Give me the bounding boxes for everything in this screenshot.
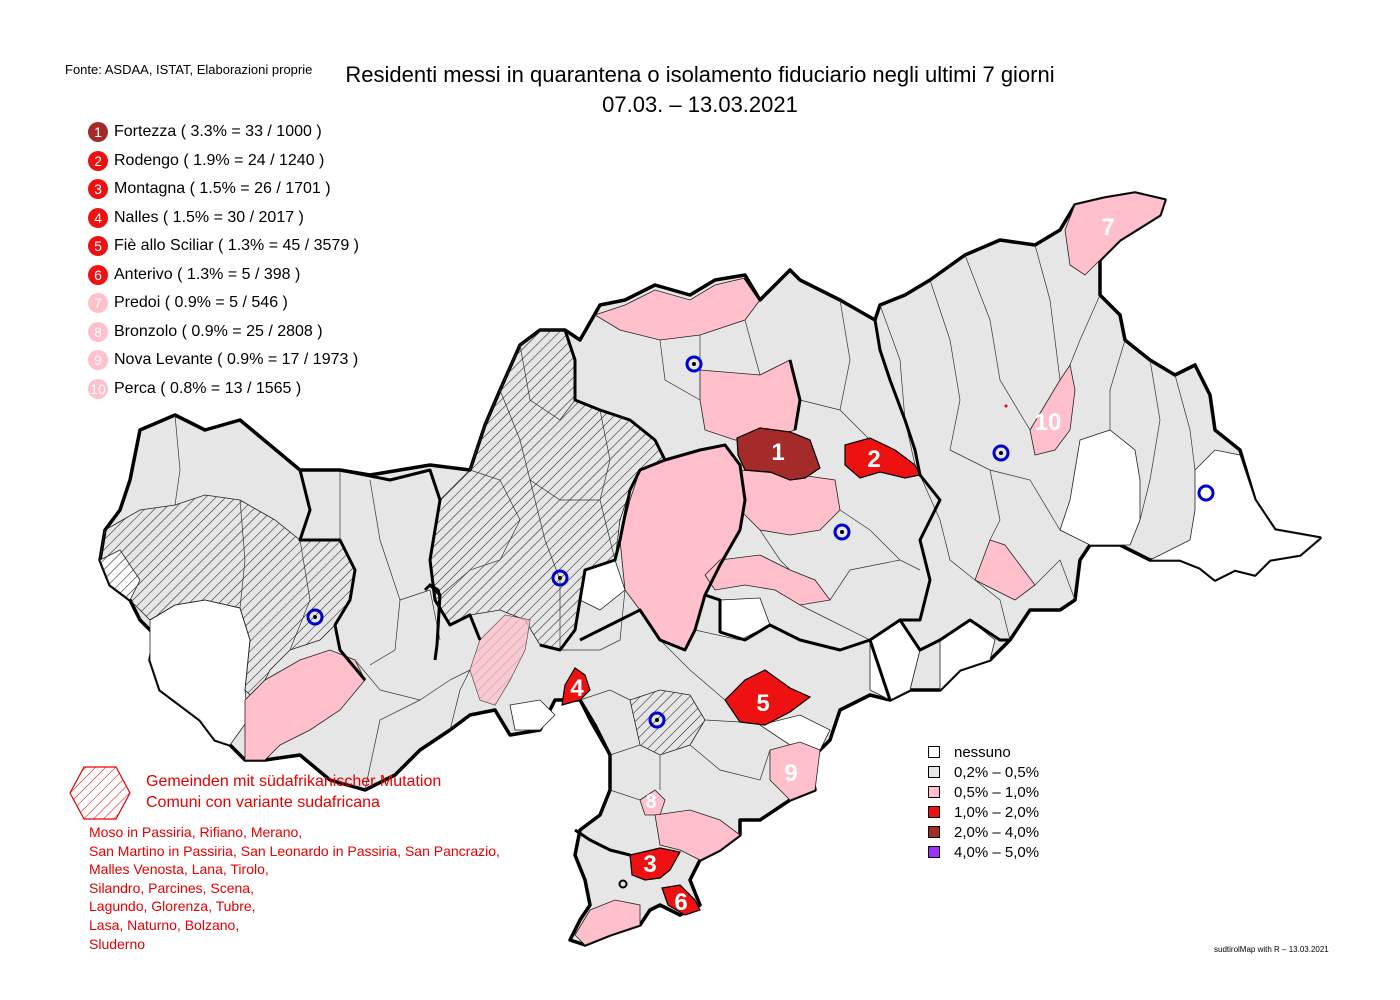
town-marker-icon	[618, 879, 628, 889]
variant-municipality-line: Lagundo, Glorenza, Tubre,	[89, 898, 256, 915]
ranking-item: 10 Perca ( 0.8% = 13 / 1565 )	[88, 375, 359, 404]
credit-note: sudtirolMap with R – 13.03.2021	[1214, 945, 1329, 954]
ranking-text: Anterivo ( 1.3% = 5 / 398 )	[114, 265, 301, 283]
hospital-marker-icon	[1197, 484, 1215, 502]
legend-label: 0,2% – 0,5%	[954, 763, 1040, 781]
title-line-2: 07.03. – 13.03.2021	[602, 92, 798, 117]
variant-municipality-line: Sluderno	[89, 935, 146, 952]
legend-label: 4,0% – 5,0%	[954, 843, 1040, 861]
map-rank-label: 4	[570, 675, 584, 702]
variant-municipalities: Moso in Passiria, Rifiano, Merano, San Ma…	[89, 823, 500, 953]
ranking-item: 2 Rodengo ( 1.9% = 24 / 1240 )	[88, 147, 359, 176]
rank-number-badge: 4	[88, 207, 108, 228]
rank-number-badge: 2	[88, 150, 108, 171]
legend-swatch	[928, 826, 940, 838]
legend-swatch	[928, 766, 940, 778]
title-line-1: Residenti messi in quarantena o isolamen…	[345, 62, 1055, 87]
variant-municipality-line: Moso in Passiria, Rifiano, Merano,	[89, 824, 303, 840]
legend-label: nessuno	[954, 743, 1011, 761]
ranking-item: 5 Fiè allo Sciliar ( 1.3% = 45 / 3579 )	[88, 232, 359, 261]
legend-entry: nessuno	[928, 742, 1039, 762]
map-rank-label: 9	[784, 760, 797, 787]
hospital-marker-icon	[648, 711, 666, 729]
map-rank-label: 3	[643, 851, 656, 878]
variant-municipality-line: Malles Venosta, Lana, Tirolo,	[89, 861, 269, 878]
legend-entry: 1,0% – 2,0%	[928, 802, 1039, 822]
map-rank-label: 5	[756, 690, 769, 717]
district-boundaries	[298, 268, 1010, 857]
hospital-marker-icon	[551, 569, 569, 587]
legend-swatch	[928, 806, 940, 818]
map-rank-label: 7	[1101, 214, 1114, 241]
map-rank-label: 2	[867, 446, 880, 473]
ranking-text: Predoi ( 0.9% = 5 / 546 )	[114, 294, 288, 312]
rank-number-badge: 3	[88, 179, 108, 200]
ranking-item: 6 Anterivo ( 1.3% = 5 / 398 )	[88, 261, 359, 290]
legend-swatch	[928, 746, 940, 758]
legend-entry: 0,2% – 0,5%	[928, 762, 1039, 782]
ranking-item: 4 Nalles ( 1.5% = 30 / 2017 )	[88, 204, 359, 233]
legend-entry: 2,0% – 4,0%	[928, 822, 1039, 842]
legend-entry: 0,5% – 1,0%	[928, 782, 1039, 802]
ranking-item: 9 Nova Levante ( 0.9% = 17 / 1973 )	[88, 346, 359, 375]
map-rank-label: 8	[645, 791, 656, 813]
variant-municipality-line: San Martino in Passiria, San Leonardo in…	[89, 842, 500, 859]
hospital-marker-icon	[992, 444, 1010, 462]
variant-title-it: Comuni con variante sudafricana	[146, 794, 380, 811]
ranking-text: Montagna ( 1.5% = 26 / 1701 )	[114, 180, 331, 198]
ranking-item: 3 Montagna ( 1.5% = 26 / 1701 )	[88, 175, 359, 204]
variant-municipality-line: Silandro, Parcines, Scena,	[89, 879, 254, 896]
ranking-item: 1 Fortezza ( 3.3% = 33 / 1000 )	[88, 118, 359, 147]
variant-hatch-hexagon-icon	[69, 766, 131, 820]
ranking-text: Bronzolo ( 0.9% = 25 / 2808 )	[114, 322, 323, 340]
variant-title-de: Gemeinden mit südafrikanischer Mutation	[146, 773, 442, 790]
ranking-text: Rodengo ( 1.9% = 24 / 1240 )	[114, 151, 325, 169]
legend-entry: 4,0% – 5,0%	[928, 842, 1039, 862]
hospital-marker-icon	[306, 608, 324, 626]
ranking-item: 8 Bronzolo ( 0.9% = 25 / 2808 )	[88, 318, 359, 347]
rank-number-badge: 10	[88, 378, 108, 399]
map-rank-label: 10	[1035, 409, 1062, 436]
variant-legend: Gemeinden mit südafrikanischer Mutation …	[68, 765, 441, 826]
rank-number-badge: 5	[88, 236, 108, 257]
legend-swatch	[928, 846, 940, 858]
hospital-marker-icon	[833, 523, 851, 541]
map-title: Residenti messi in quarantena o isolamen…	[300, 60, 1100, 120]
ranking-text: Nova Levante ( 0.9% = 17 / 1973 )	[114, 351, 359, 369]
data-source: Fonte: ASDAA, ISTAT, Elaborazioni propri…	[65, 62, 313, 77]
ranking-text: Perca ( 0.8% = 13 / 1565 )	[114, 379, 302, 397]
ranking-text: Nalles ( 1.5% = 30 / 2017 )	[114, 208, 304, 226]
hospital-marker-icon	[685, 355, 703, 373]
ranking-item: 7 Predoi ( 0.9% = 5 / 546 )	[88, 289, 359, 318]
variant-municipality-line: Lasa, Naturno, Bolzano,	[89, 916, 240, 933]
ranking-text: Fiè allo Sciliar ( 1.3% = 45 / 3579 )	[114, 237, 360, 255]
legend-swatch	[928, 786, 940, 798]
rank-number-badge: 1	[88, 122, 108, 143]
rank-number-badge: 7	[88, 293, 108, 314]
legend-label: 2,0% – 4,0%	[954, 823, 1040, 841]
lake-icon	[423, 583, 442, 598]
map-rank-label: 6	[674, 889, 687, 916]
municipal-boundaries	[174, 244, 1196, 801]
ranking-list: 1 Fortezza ( 3.3% = 33 / 1000 ) 2 Rodengo (…	[88, 118, 359, 403]
rank-number-badge: 8	[88, 321, 108, 342]
legend-label: 0,5% – 1,0%	[954, 783, 1040, 801]
map-rank-label: 1	[771, 439, 784, 466]
legend-label: 1,0% – 2,0%	[954, 803, 1040, 821]
color-legend: nessuno 0,2% – 0,5% 0,5% – 1,0% 1,0% – 2,0%…	[928, 742, 1039, 862]
ranking-text: Fortezza ( 3.3% = 33 / 1000 )	[114, 123, 322, 141]
rank-number-badge: 6	[88, 264, 108, 285]
rank-number-badge: 9	[88, 350, 108, 371]
hospital-markers	[306, 355, 1215, 729]
